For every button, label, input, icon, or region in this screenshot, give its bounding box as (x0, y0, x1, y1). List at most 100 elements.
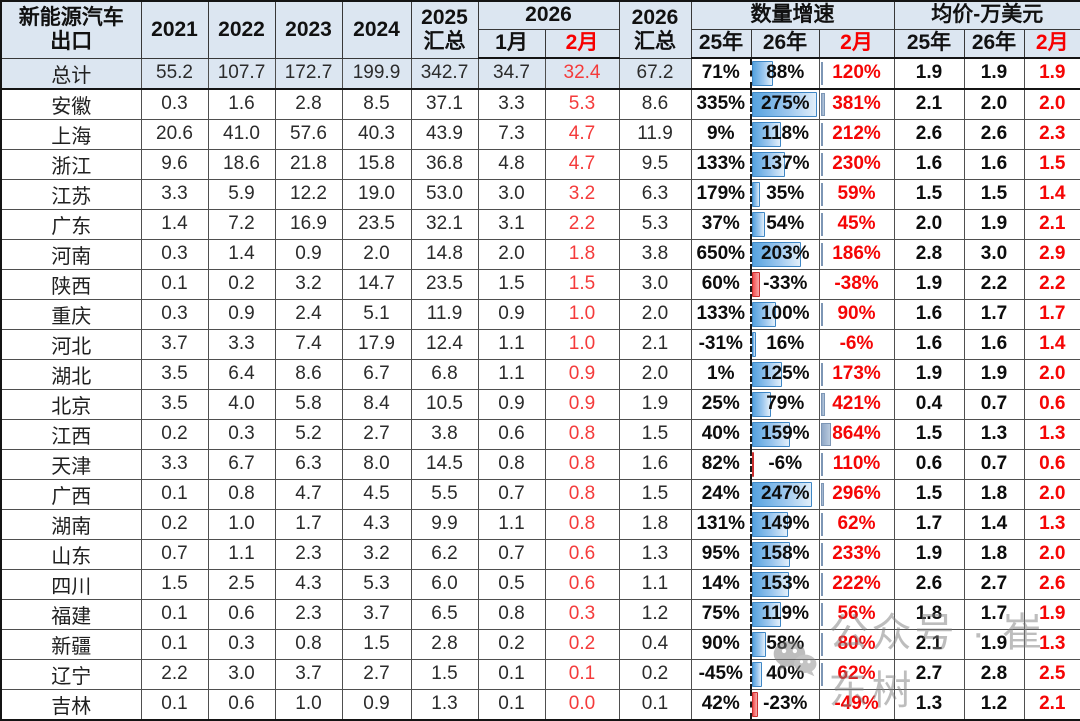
price-cell: 0.6 (1023, 448, 1080, 480)
value-cell: 1.0 (544, 298, 620, 330)
value-cell: 1.2 (618, 598, 692, 630)
price-cell: 2.0 (1023, 538, 1080, 570)
region-cell: 陕西 (0, 268, 142, 300)
growth-feb-value: 110% (832, 453, 881, 474)
growth-26-cell: 159% (750, 418, 820, 450)
value-cell: 15.8 (341, 148, 412, 180)
price-cell: 2.9 (1023, 238, 1080, 270)
col-header-2022: 2022 (207, 0, 276, 59)
region-cell: 山东 (0, 538, 142, 570)
growth-25-cell: 24% (690, 478, 752, 510)
value-cell: 6.7 (207, 448, 276, 480)
col-header-price-25: 25年 (893, 28, 965, 59)
value-cell: 3.3 (477, 88, 546, 120)
value-cell: 0.1 (140, 598, 209, 630)
table-row: 湖北 3.5 6.4 8.6 6.7 6.8 1.1 0.9 2.0 1% 125% 173% 1.9 1… (0, 358, 1080, 390)
feb-data-bar (820, 482, 824, 506)
value-cell: 0.6 (544, 568, 620, 600)
growth-data-bar (753, 451, 754, 477)
value-cell: 16.9 (274, 208, 343, 240)
growth-26-cell: 203% (750, 238, 820, 270)
value-cell: 5.9 (207, 178, 276, 210)
value-cell: 4.3 (274, 568, 343, 600)
value-cell: 34.7 (477, 57, 546, 90)
value-cell: 2.0 (618, 358, 692, 390)
price-cell: 1.6 (963, 328, 1025, 360)
value-cell: 2.1 (618, 328, 692, 360)
value-cell: 12.2 (274, 178, 343, 210)
value-cell: 32.1 (410, 208, 479, 240)
growth-data-bar (753, 151, 786, 177)
value-cell: 2.7 (341, 418, 412, 450)
growth-26-cell: 88% (750, 57, 820, 90)
growth-26-value: 275% (760, 93, 810, 114)
value-cell: 3.3 (140, 448, 209, 480)
value-cell: 5.1 (341, 298, 412, 330)
growth-25-cell: 133% (690, 298, 752, 330)
price-cell: 1.7 (963, 598, 1025, 630)
value-cell: 0.8 (274, 628, 343, 660)
growth-feb-value: 62% (837, 513, 876, 534)
price-cell: 1.4 (963, 508, 1025, 540)
value-cell: 11.9 (410, 298, 479, 330)
value-cell: 0.2 (207, 268, 276, 300)
value-cell: 18.6 (207, 148, 276, 180)
growth-26-cell: 40% (750, 658, 820, 690)
growth-26-value: 88% (766, 62, 805, 84)
price-cell: 1.5 (1023, 148, 1080, 180)
price-cell: 1.9 (893, 358, 965, 390)
table-row: 山东 0.7 1.1 2.3 3.2 6.2 0.7 0.6 1.3 95% 158% 233% 1.9… (0, 538, 1080, 570)
feb-data-bar (820, 602, 823, 626)
col-header-price-feb: 2月 (1023, 28, 1080, 59)
price-cell: 1.4 (1023, 328, 1080, 360)
corner-line1: 新能源汽车 (18, 6, 124, 30)
table-row: 四川 1.5 2.5 4.3 5.3 6.0 0.5 0.6 1.1 14% 153% 222% 2.6… (0, 568, 1080, 600)
growth-25-cell: 42% (690, 688, 752, 720)
value-cell: 14.5 (410, 448, 479, 480)
table-row: 重庆 0.3 0.9 2.4 5.1 11.9 0.9 1.0 2.0 133% 100% 90% 1.… (0, 298, 1080, 330)
price-cell: 1.7 (963, 298, 1025, 330)
value-cell: 2.0 (618, 298, 692, 330)
growth-data-bar (753, 241, 802, 267)
value-cell: 0.8 (477, 598, 546, 630)
feb-data-bar (820, 572, 824, 596)
value-cell: 0.0 (544, 688, 620, 720)
feb-data-bar (820, 152, 824, 176)
value-cell: 0.2 (544, 628, 620, 660)
growth-25-cell: 9% (690, 118, 752, 150)
col-header-growth-25: 25年 (690, 28, 752, 59)
region-cell: 四川 (0, 568, 142, 600)
value-cell: 1.6 (618, 448, 692, 480)
region-cell: 天津 (0, 448, 142, 480)
growth-feb-cell: 80% (818, 628, 895, 660)
value-cell: 3.3 (207, 328, 276, 360)
value-cell: 0.8 (477, 448, 546, 480)
price-cell: 2.0 (1023, 358, 1080, 390)
col-header-growth-group: 数量增速 (690, 0, 895, 30)
value-cell: 4.8 (477, 148, 546, 180)
growth-26-value: 153% (760, 573, 810, 594)
growth-feb-cell: 56% (818, 598, 895, 630)
feb-data-bar (820, 362, 823, 386)
price-cell: 0.7 (963, 448, 1025, 480)
value-cell: 3.0 (618, 268, 692, 300)
value-cell: 6.7 (341, 358, 412, 390)
price-cell: 2.2 (963, 268, 1025, 300)
growth-26-cell: 149% (750, 508, 820, 540)
col-header-2024: 2024 (341, 0, 412, 59)
value-cell: 0.1 (618, 688, 692, 720)
growth-feb-value: -49% (834, 693, 879, 714)
value-cell: 0.3 (140, 298, 209, 330)
value-cell: 0.3 (544, 598, 620, 630)
value-cell: 6.3 (618, 178, 692, 210)
value-cell: 0.3 (140, 88, 209, 120)
col-header-feb: 2月 (544, 28, 620, 59)
growth-feb-cell: 212% (818, 118, 895, 150)
table-row: 福建 0.1 0.6 2.3 3.7 6.5 0.8 0.3 1.2 75% 119% 56% 1.8 1… (0, 598, 1080, 630)
growth-26-value: 54% (766, 213, 805, 234)
region-cell: 福建 (0, 598, 142, 630)
value-cell: 0.5 (477, 568, 546, 600)
col-header-2026-total: 2026 汇总 (618, 0, 692, 59)
value-cell: 2.7 (341, 658, 412, 690)
value-cell: 3.2 (544, 178, 620, 210)
